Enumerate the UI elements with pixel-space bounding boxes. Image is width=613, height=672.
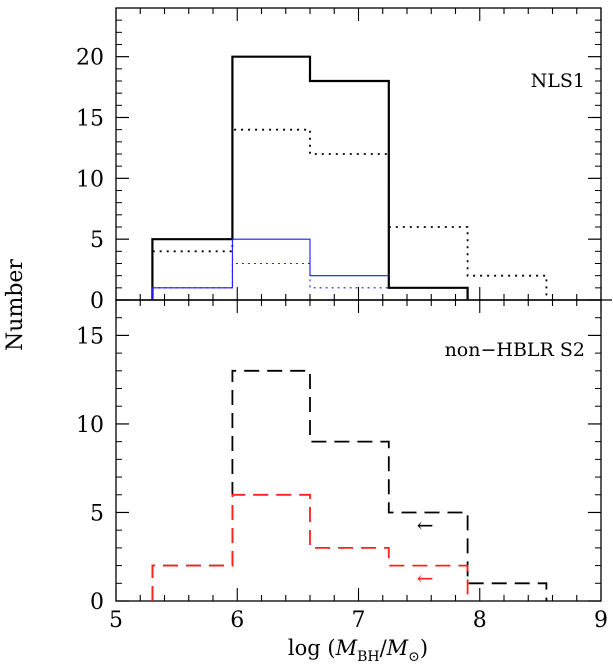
top-panel: 0 5 10 15 20 NLS1 (76, 7, 602, 314)
x-tick-label: 7 (352, 608, 366, 633)
x-axis-label-slash: / (380, 636, 388, 660)
y-tick-label: 5 (90, 501, 104, 526)
panel-label-non-hblr-s2: non−HBLR S2 (445, 339, 585, 361)
x-tick-label: 8 (473, 608, 487, 633)
y-tick-label: 0 (90, 590, 104, 615)
histogram-series-top-1 (151, 55, 469, 300)
y-tick-label: 15 (76, 107, 104, 132)
x-axis-label: log (MBH/M⊙) (288, 636, 428, 665)
bottom-panel-ticks: 0 5 10 15 (76, 299, 602, 615)
y-tick-label: 10 (76, 167, 104, 192)
bottom-panel-series (151, 369, 548, 601)
x-axis-label-sub-sun: ⊙ (408, 649, 420, 665)
top-panel-ticks: 0 5 10 15 20 (76, 7, 602, 314)
x-axis-ticks: 5 6 7 8 9 (109, 608, 608, 633)
x-axis-label-m2: M (386, 636, 409, 660)
x-tick-label: 9 (594, 608, 608, 633)
x-axis-label-prefix: log ( (288, 636, 336, 660)
top-panel-series (151, 55, 548, 300)
upper-limit-arrow: ← (417, 513, 434, 537)
y-axis-label: Number (3, 259, 28, 351)
y-tick-label: 5 (90, 228, 104, 253)
panel-label-nls1: NLS1 (531, 70, 585, 92)
x-tick-label: 5 (109, 608, 123, 633)
x-axis-label-suffix: ) (420, 636, 428, 660)
histogram-series-top-2 (151, 128, 548, 300)
x-axis-label-m: M (335, 636, 358, 660)
histogram-series-top-3 (151, 238, 389, 300)
upper-limit-arrow: ← (417, 566, 434, 590)
histogram-series-bottom-2 (151, 493, 469, 601)
y-tick-label: 10 (76, 413, 104, 438)
bottom-panel-arrows: ←← (417, 513, 434, 590)
y-tick-label: 20 (76, 46, 104, 71)
y-tick-label: 0 (90, 289, 104, 314)
histogram-series-top-4 (151, 262, 389, 300)
x-axis-label-sub-bh: BH (357, 649, 380, 665)
x-tick-label: 6 (230, 608, 244, 633)
y-tick-label: 15 (76, 324, 104, 349)
